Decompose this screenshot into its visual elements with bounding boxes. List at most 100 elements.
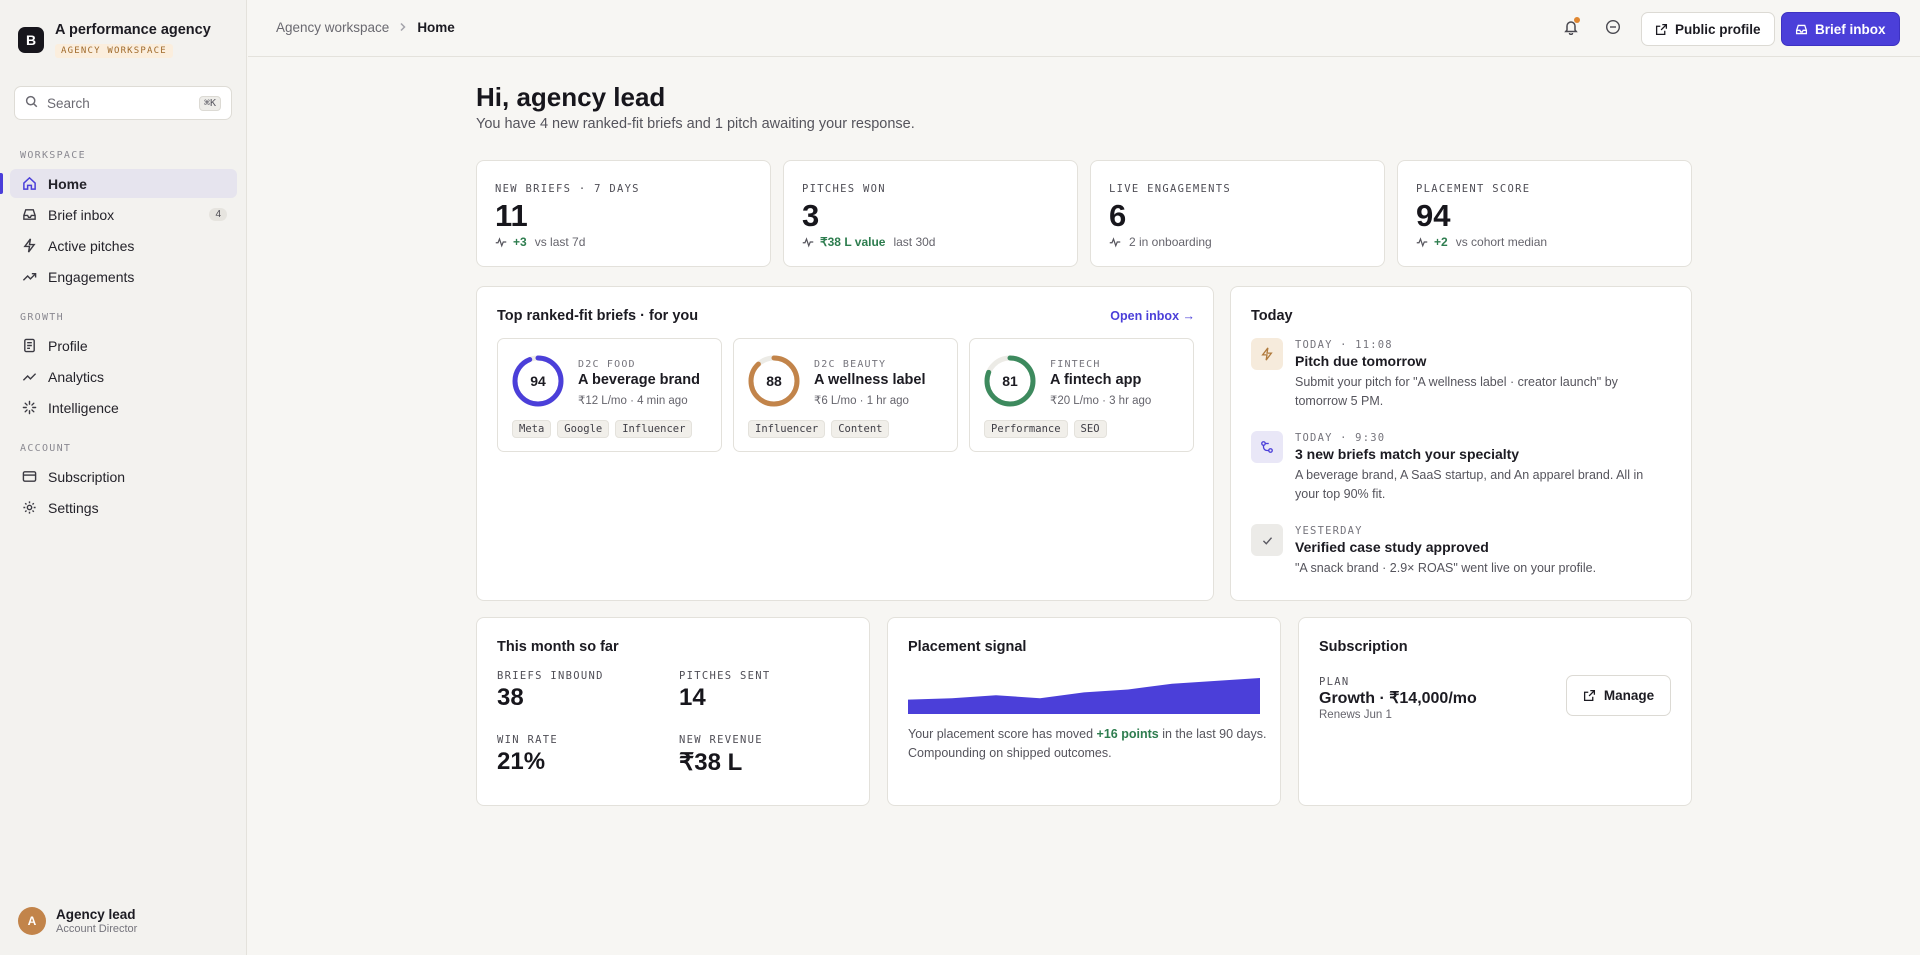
stat-note-text: last 30d: [893, 235, 936, 249]
stat-value: 3: [802, 198, 820, 233]
sidebar-item-label: Profile: [48, 337, 88, 354]
match-icon: [1251, 431, 1283, 463]
fit-score-ring: [748, 355, 800, 407]
external-link-icon: [1655, 23, 1668, 35]
brand[interactable]: B A performance agency AGENCY WORKSPACE: [18, 21, 211, 58]
sidebar-item-label: Settings: [48, 499, 99, 516]
manage-subscription-button[interactable]: Manage: [1566, 675, 1671, 716]
check-icon: [1251, 524, 1283, 556]
inbox-count-badge: 4: [209, 208, 227, 221]
feed-title: 3 new briefs match your specialty: [1295, 446, 1520, 462]
public-profile-button[interactable]: Public profile: [1641, 12, 1775, 46]
tag: Google: [557, 420, 610, 438]
sparkle-icon: [21, 400, 37, 416]
stat-value: 6: [1109, 198, 1127, 233]
brief-category: D2C BEAUTY: [814, 359, 887, 370]
stat-card-live-engagements: LIVE ENGAGEMENTS 6 2 in onboarding: [1090, 160, 1385, 267]
brief-tags: Meta Google Influencer: [512, 420, 698, 438]
sidebar-item-settings[interactable]: Settings: [10, 493, 237, 522]
briefs-panel: Top ranked-fit briefs · for you Open inb…: [476, 286, 1214, 601]
today-title: Today: [1251, 308, 1293, 324]
tag: SEO: [1073, 420, 1107, 438]
tag: Meta: [512, 420, 552, 438]
fit-score-arc: [512, 355, 564, 407]
brand-logo: B: [18, 27, 44, 53]
brief-inbox-button[interactable]: Brief inbox: [1781, 12, 1900, 46]
nav-section-growth: GROWTH: [20, 312, 64, 323]
inbox-icon: [1795, 24, 1808, 34]
subscription-panel: Subscription PLAN Growth · ₹14,000/mo Re…: [1298, 617, 1692, 806]
metric-label: BRIEFS INBOUND: [497, 670, 604, 682]
page-subtitle: You have 4 new ranked-fit briefs and 1 p…: [476, 116, 915, 132]
tag: Influencer: [615, 420, 693, 438]
feed-time: TODAY · 9:30: [1295, 432, 1386, 444]
inbox-icon: [21, 207, 37, 223]
brief-name: A beverage brand: [578, 372, 700, 388]
sidebar-item-profile[interactable]: Profile: [10, 331, 237, 360]
pulse-icon: [495, 237, 507, 248]
plan-label: PLAN: [1319, 676, 1350, 688]
brief-tags: Performance SEO: [984, 420, 1113, 438]
placement-trend-chart: [908, 678, 1260, 714]
sidebar-item-brief-inbox[interactable]: Brief inbox 4: [10, 200, 237, 229]
sidebar-item-intelligence[interactable]: Intelligence: [10, 393, 237, 422]
brief-category: D2C FOOD: [578, 359, 636, 370]
sidebar-item-subscription[interactable]: Subscription: [10, 462, 237, 491]
sidebar-item-home[interactable]: Home: [0, 169, 237, 198]
stat-value: 94: [1416, 198, 1451, 233]
sidebar-item-active-pitches[interactable]: Active pitches: [10, 231, 237, 260]
placement-signal-panel: Placement signal Your placement score ha…: [887, 617, 1281, 806]
sidebar-item-engagements[interactable]: Engagements: [10, 262, 237, 291]
avatar: A: [18, 907, 46, 935]
stat-note: ₹38 L value last 30d: [802, 235, 935, 249]
metric-value: 38: [497, 684, 524, 711]
user-profile[interactable]: A Agency lead Account Director: [18, 907, 137, 935]
brief-meta: ₹6 L/mo · 1 hr ago: [814, 395, 909, 407]
stat-delta: ₹38 L value: [820, 235, 886, 249]
pulse-icon: [802, 237, 814, 248]
gear-icon: [21, 500, 37, 516]
stat-note: 2 in onboarding: [1109, 235, 1212, 249]
home-icon: [21, 176, 37, 192]
search-shortcut: ⌘K: [198, 95, 221, 111]
search-input[interactable]: Search ⌘K: [14, 86, 232, 120]
signal-points: +16 points: [1096, 727, 1159, 741]
fit-score: 81: [1002, 373, 1018, 389]
tag: Performance: [984, 420, 1068, 438]
sidebar-item-label: Brief inbox: [48, 206, 115, 223]
manage-label: Manage: [1603, 688, 1655, 703]
today-panel: Today TODAY · 11:08 Pitch due tomorrow S…: [1230, 286, 1692, 601]
brief-meta: ₹20 L/mo · 3 hr ago: [1050, 395, 1152, 407]
stat-label: LIVE ENGAGEMENTS: [1109, 183, 1231, 195]
brief-card[interactable]: 94 D2C FOOD A beverage brand ₹12 L/mo · …: [497, 338, 722, 452]
tag: Content: [831, 420, 890, 438]
stat-label: PITCHES WON: [802, 183, 886, 195]
stat-card-placement-score: PLACEMENT SCORE 94 +2 vs cohort median: [1397, 160, 1692, 267]
stat-note-text: vs cohort median: [1455, 235, 1548, 249]
fit-score-arc: [748, 355, 800, 407]
stat-card-new-briefs: NEW BRIEFS · 7 DAYS 11 +3 vs last 7d: [476, 160, 771, 267]
status-icon[interactable]: [1603, 17, 1623, 37]
breadcrumb-workspace[interactable]: Agency workspace: [276, 20, 390, 35]
metric-label: WIN RATE: [497, 734, 558, 746]
search-placeholder: Search: [47, 95, 90, 111]
stat-label: NEW BRIEFS · 7 DAYS: [495, 183, 640, 195]
pulse-icon: [1416, 237, 1428, 248]
brief-name: A fintech app: [1050, 372, 1142, 388]
plan-name: Growth · ₹14,000/mo: [1319, 690, 1477, 707]
feed-title: Verified case study approved: [1295, 539, 1489, 555]
open-inbox-link[interactable]: Open inbox →: [1110, 309, 1195, 323]
stat-note-text: vs last 7d: [534, 235, 586, 249]
sidebar-item-label: Intelligence: [48, 399, 119, 416]
stat-card-pitches-won: PITCHES WON 3 ₹38 L value last 30d: [783, 160, 1078, 267]
sidebar-item-label: Home: [48, 175, 87, 192]
feed-time: TODAY · 11:08: [1295, 339, 1393, 351]
brief-tags: Influencer Content: [748, 420, 895, 438]
profile-icon: [21, 338, 37, 354]
brief-card[interactable]: 81 FINTECH A fintech app ₹20 L/mo · 3 hr…: [969, 338, 1194, 452]
bell-icon[interactable]: [1561, 17, 1581, 37]
nav-section-workspace: WORKSPACE: [20, 150, 86, 161]
metric-label: PITCHES SENT: [679, 670, 771, 682]
sidebar-item-analytics[interactable]: Analytics: [10, 362, 237, 391]
brief-card[interactable]: 88 D2C BEAUTY A wellness label ₹6 L/mo ·…: [733, 338, 958, 452]
